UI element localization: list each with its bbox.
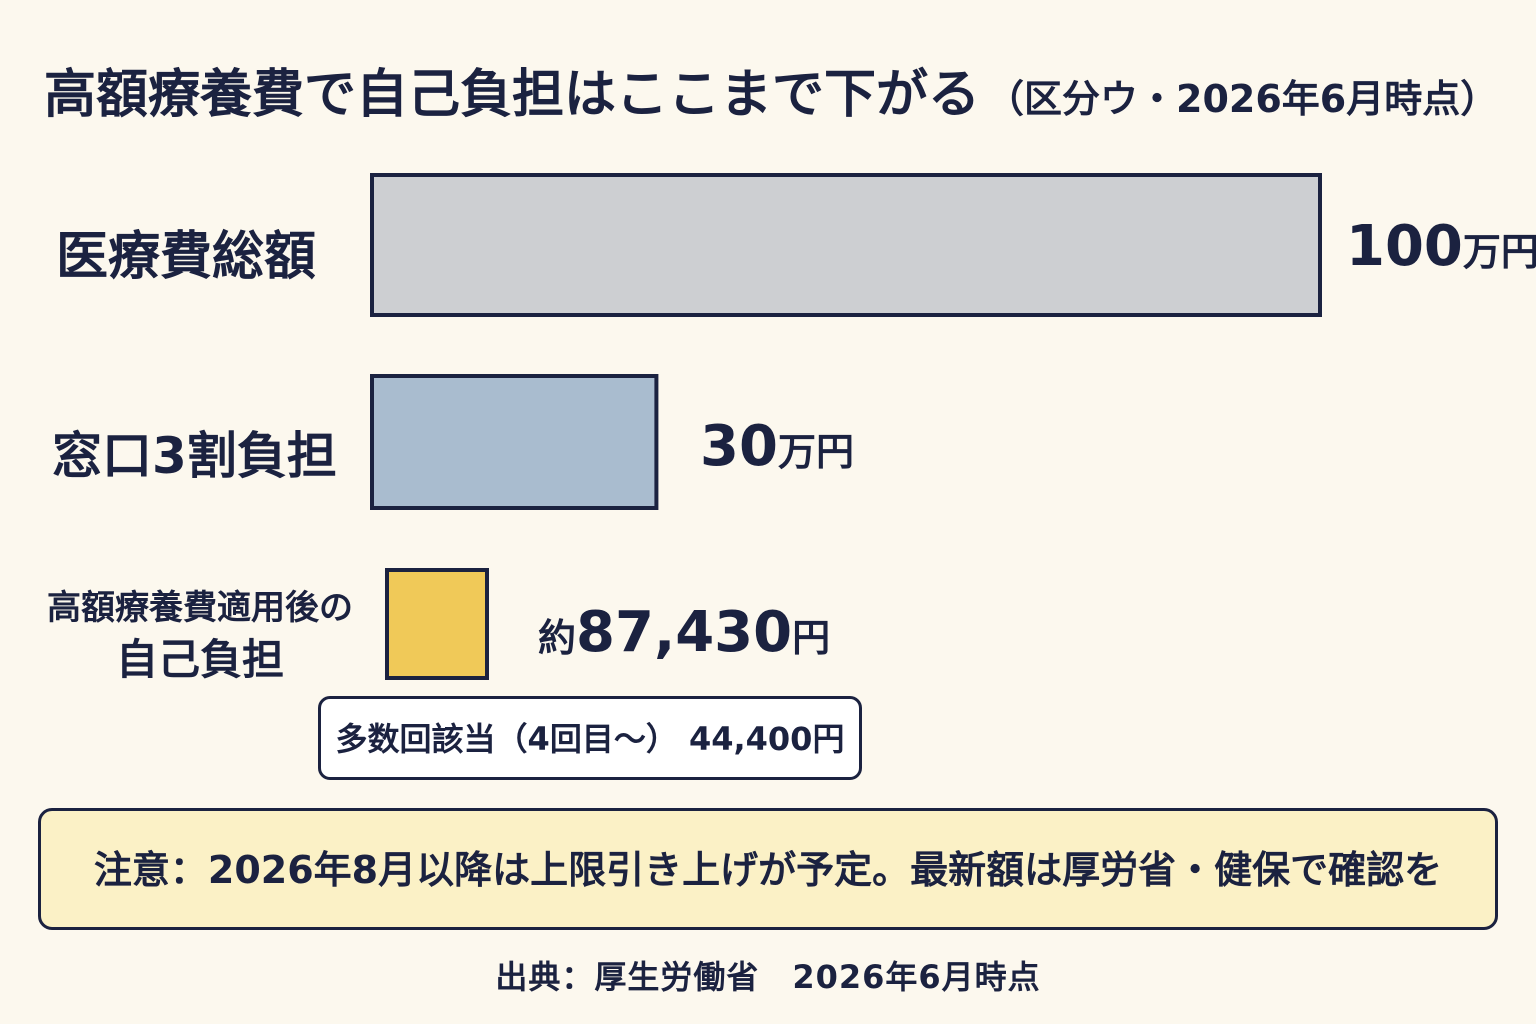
bar-copay	[370, 374, 659, 510]
category-label-after-line2: 自己負担	[115, 635, 284, 684]
value-unit-after: 円	[792, 616, 831, 660]
multiple-count-annotation: 多数回該当（4回目〜） 44,400円	[318, 696, 862, 780]
title-main: 高額療養費で自己負担はここまで下がる	[44, 65, 981, 125]
value-label-copay: 30万円	[700, 414, 854, 479]
bar-total	[370, 173, 1322, 317]
value-prefix-after: 約	[538, 616, 577, 660]
bar-chart	[370, 173, 1322, 680]
value-unit-copay: 万円	[777, 430, 854, 474]
value-number-total: 100	[1346, 214, 1463, 279]
value-unit-total: 万円	[1462, 230, 1536, 274]
category-label-total: 医療費総額	[56, 227, 317, 287]
value-number-copay: 30	[700, 414, 778, 479]
source-note: 出典：厚生労働省 2026年6月時点	[495, 958, 1041, 996]
value-label-total: 100万円	[1346, 214, 1536, 279]
bar-after	[385, 568, 489, 680]
value-label-after: 約87,430円	[538, 600, 830, 665]
notice-box: 注意：2026年8月以降は上限引き上げが予定。最新額は厚労省・健保で確認を	[38, 808, 1498, 930]
category-label-after-line1: 高額療養費適用後の	[47, 588, 353, 628]
category-label-copay: 窓口3割負担	[52, 427, 337, 485]
category-label-after: 高額療養費適用後の 自己負担	[40, 582, 360, 686]
value-number-after: 87,430	[576, 600, 793, 665]
title-sub: （区分ウ・2026年6月時点）	[986, 77, 1499, 121]
chart-title: 高額療養費で自己負担はここまで下がる （区分ウ・2026年6月時点）	[44, 52, 1498, 127]
